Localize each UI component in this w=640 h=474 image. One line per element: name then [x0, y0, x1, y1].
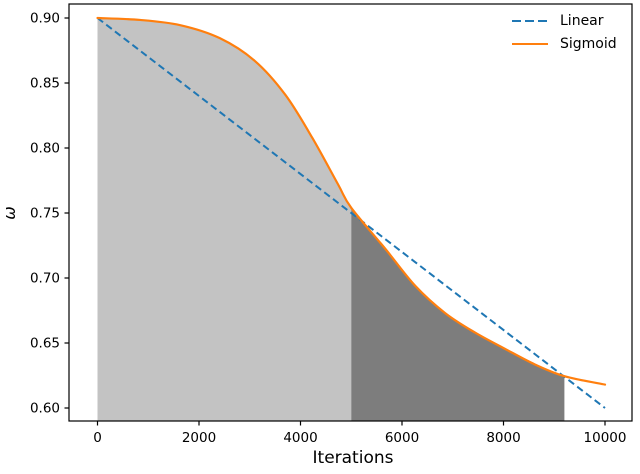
- legend-item-sigmoid: Sigmoid: [511, 32, 617, 55]
- light-shaded-region: [97, 18, 352, 421]
- x-tick-label: 2000: [182, 430, 216, 446]
- legend: Linear Sigmoid: [511, 9, 617, 55]
- legend-item-linear: Linear: [511, 9, 617, 32]
- x-axis-label: Iterations: [313, 448, 394, 468]
- legend-label-linear: Linear: [560, 12, 604, 29]
- y-tick-label: 0.90: [30, 11, 60, 27]
- y-tick-label: 0.60: [30, 401, 60, 417]
- y-tick-label: 0.65: [30, 336, 60, 352]
- x-tick-label: 8000: [486, 430, 520, 446]
- x-tick-label: 0: [93, 430, 102, 446]
- dark-shaded-region: [351, 207, 565, 421]
- linear-line: [96, 17, 606, 409]
- y-tick-label: 0.70: [30, 271, 60, 287]
- x-tick-label: 4000: [283, 430, 317, 446]
- y-tick-label: 0.75: [30, 206, 60, 222]
- sigmoid-curve: [96, 16, 607, 386]
- y-axis-label: ω: [0, 206, 19, 219]
- legend-label-sigmoid: Sigmoid: [560, 35, 617, 52]
- legend-sigmoid-line-icon: [512, 42, 548, 45]
- x-tick-label: 10000: [584, 430, 627, 446]
- legend-linear-line-icon: [512, 19, 548, 22]
- x-tick-label: 6000: [385, 430, 419, 446]
- y-tick-label: 0.80: [30, 141, 60, 157]
- y-tick-label: 0.85: [30, 76, 60, 92]
